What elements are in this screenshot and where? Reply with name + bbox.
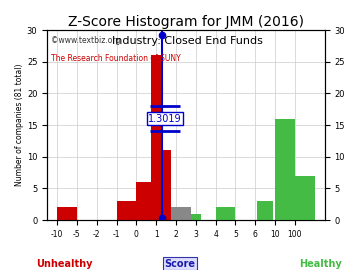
Bar <box>117 201 136 220</box>
Bar <box>171 207 181 220</box>
Bar <box>161 150 171 220</box>
Text: 1.3019: 1.3019 <box>148 114 182 124</box>
Bar <box>275 119 295 220</box>
Bar <box>295 176 315 220</box>
Bar <box>57 207 77 220</box>
Text: Industry: Closed End Funds: Industry: Closed End Funds <box>112 36 263 46</box>
Bar <box>181 207 191 220</box>
Bar <box>191 214 201 220</box>
Text: The Research Foundation of SUNY: The Research Foundation of SUNY <box>51 54 181 63</box>
Bar <box>257 201 273 220</box>
Bar <box>151 56 161 220</box>
Text: Healthy: Healthy <box>299 259 342 269</box>
Bar <box>136 182 156 220</box>
Title: Z-Score Histogram for JMM (2016): Z-Score Histogram for JMM (2016) <box>68 15 304 29</box>
Text: ©www.textbiz.org: ©www.textbiz.org <box>51 36 121 46</box>
Y-axis label: Number of companies (81 total): Number of companies (81 total) <box>15 64 24 186</box>
Text: Score: Score <box>165 259 195 269</box>
Text: Unhealthy: Unhealthy <box>36 259 93 269</box>
Bar <box>216 207 235 220</box>
